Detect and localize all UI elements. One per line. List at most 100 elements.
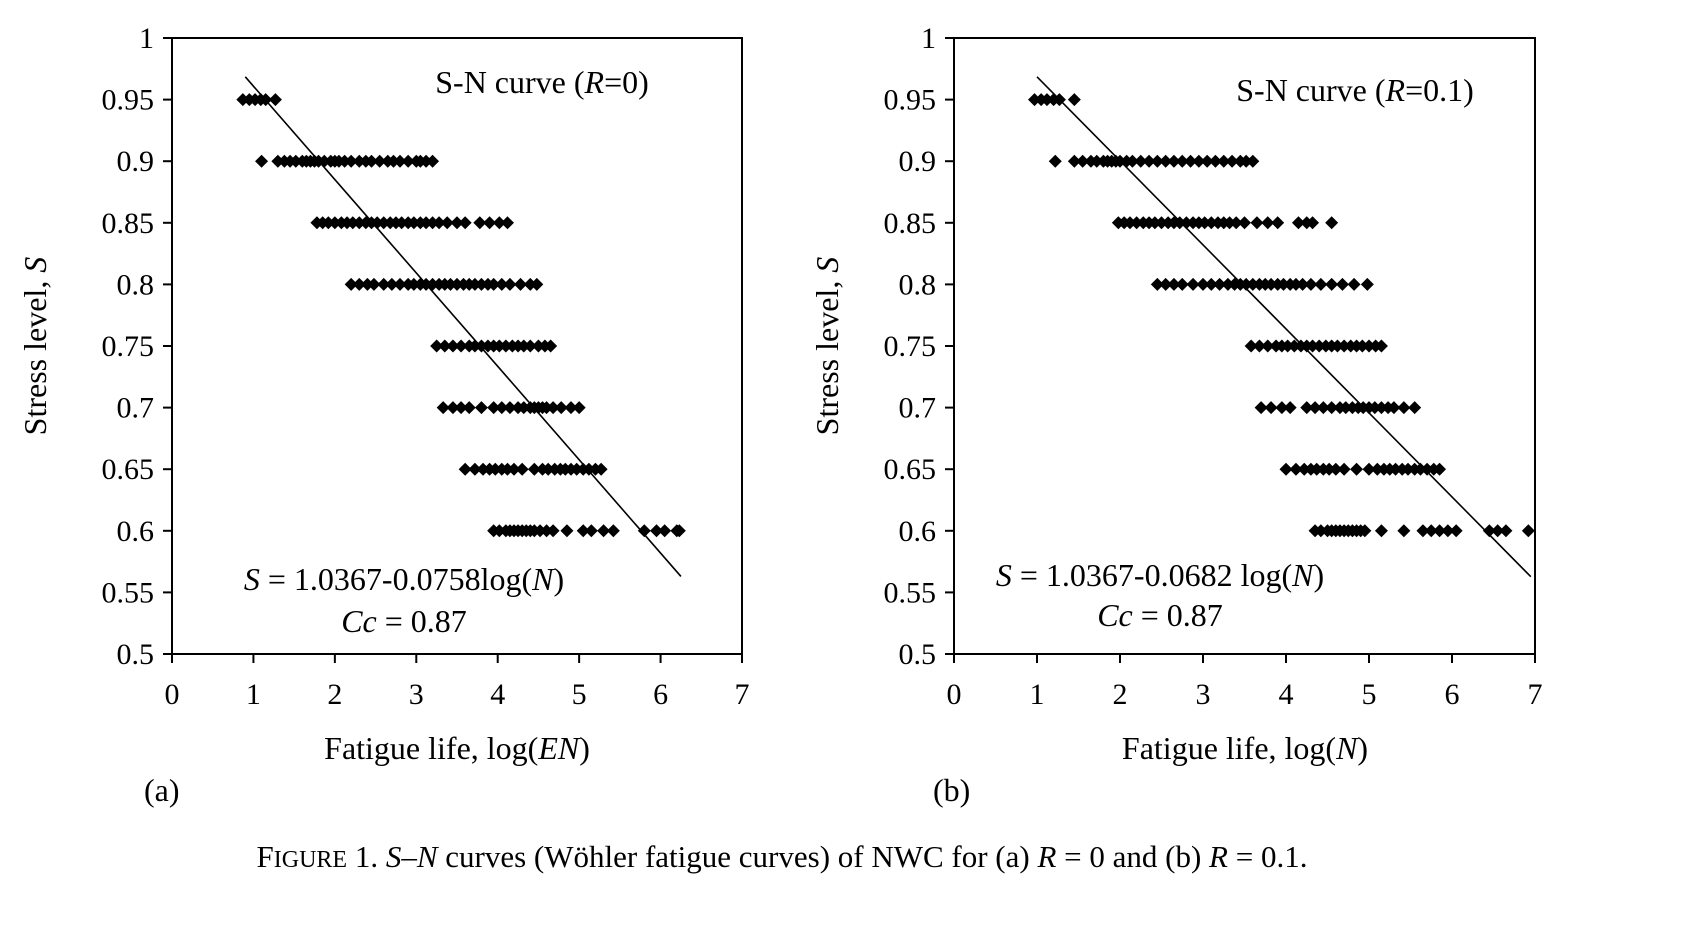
x-ticks: 0 1 2 3 4 5 6 7 — [947, 654, 1543, 711]
y-axis-label: Stress level, S — [17, 257, 53, 436]
data-point — [407, 216, 421, 230]
data-point — [1283, 401, 1297, 415]
chart-title: S-N curve (R=0) — [435, 64, 649, 100]
data-point — [1316, 401, 1330, 415]
data-point — [1401, 462, 1415, 476]
data-point — [1413, 462, 1427, 476]
data-point — [268, 93, 282, 107]
data-point — [1217, 154, 1231, 168]
data-point — [1397, 401, 1411, 415]
x-tick-label: 5 — [1362, 678, 1377, 711]
data-point — [1329, 462, 1343, 476]
x-axis-label: Fatigue life, log(EN) — [324, 730, 590, 766]
y-tick-label: 1 — [921, 22, 936, 55]
y-tick-label: 0.85 — [884, 207, 937, 240]
data-point — [1441, 524, 1455, 538]
data-point — [1159, 154, 1173, 168]
data-point — [1238, 216, 1251, 230]
data-point — [446, 339, 460, 353]
data-point — [658, 524, 672, 538]
data-point — [540, 401, 554, 415]
data-point — [1252, 339, 1266, 353]
data-point — [385, 277, 399, 291]
data-point — [476, 462, 490, 476]
data-point — [426, 154, 440, 168]
data-point — [492, 216, 506, 230]
data-point — [458, 216, 472, 230]
data-point — [352, 154, 366, 168]
data-point — [1337, 339, 1351, 353]
data-point — [393, 277, 407, 291]
data-point — [1067, 154, 1081, 168]
data-point — [454, 339, 468, 353]
data-point — [1179, 216, 1193, 230]
data-point — [487, 277, 501, 291]
y-tick-label: 0.5 — [117, 638, 155, 671]
data-point — [1192, 154, 1206, 168]
data-point — [1275, 401, 1289, 415]
y-tick-label: 0.55 — [102, 576, 155, 609]
x-tick-label: 2 — [1113, 678, 1128, 711]
data-point — [373, 154, 387, 168]
y-tick-label: 0.7 — [117, 392, 155, 425]
regression-line — [244, 76, 682, 577]
y-tick-label: 0.9 — [899, 145, 937, 178]
data-point — [584, 524, 598, 538]
data-point — [1281, 339, 1295, 353]
x-tick-label: 6 — [653, 678, 668, 711]
data-point — [1264, 401, 1278, 415]
data-point — [401, 154, 415, 168]
data-point — [1312, 339, 1326, 353]
data-point — [1028, 93, 1042, 107]
data-point — [386, 154, 400, 168]
data-point — [1150, 277, 1164, 291]
data-point — [328, 216, 342, 230]
x-tick-label: 3 — [1196, 678, 1211, 711]
data-point — [1291, 216, 1305, 230]
y-tick-label: 0.8 — [899, 268, 937, 301]
data-point — [576, 524, 590, 538]
data-point — [436, 401, 450, 415]
data-point — [1223, 216, 1237, 230]
data-point — [495, 401, 509, 415]
data-point — [377, 216, 391, 230]
data-point — [483, 216, 497, 230]
data-point — [1397, 524, 1411, 538]
data-point — [1374, 339, 1388, 353]
x-axis-label: Fatigue life, log(N) — [1122, 730, 1368, 766]
regression-equation: S = 1.0367-0.0682 log(N) — [996, 557, 1324, 593]
data-point — [582, 462, 596, 476]
y-tick-label: 0.95 — [884, 84, 937, 117]
x-tick-label: 1 — [1030, 678, 1045, 711]
data-point — [1322, 462, 1336, 476]
data-point — [514, 277, 528, 291]
data-point — [517, 339, 531, 353]
data-point — [1289, 462, 1303, 476]
data-point — [1337, 462, 1351, 476]
y-tick-label: 0.8 — [117, 268, 155, 301]
data-point — [440, 216, 454, 230]
data-point — [500, 462, 514, 476]
data-point — [1239, 154, 1253, 168]
y-tick-label: 0.65 — [884, 453, 937, 486]
data-point — [1287, 339, 1301, 353]
data-point — [1370, 462, 1384, 476]
data-point — [1277, 277, 1291, 291]
data-point — [1300, 401, 1314, 415]
data-point — [446, 401, 460, 415]
data-point — [554, 401, 568, 415]
data-point — [637, 524, 651, 538]
data-point — [1254, 401, 1268, 415]
data-point — [597, 524, 611, 538]
data-point — [1387, 401, 1401, 415]
data-point — [1229, 216, 1243, 230]
panel-label: (a) — [144, 772, 180, 808]
data-point — [1175, 154, 1189, 168]
data-point — [1150, 154, 1164, 168]
data-point — [255, 154, 269, 168]
data-point — [370, 216, 384, 230]
data-point — [492, 339, 506, 353]
correlation-coefficient: Cc = 0.87 — [341, 603, 467, 639]
figure-caption: FIGURE 1. S–N curves (Wöhler fatigue cur… — [257, 839, 1308, 874]
x-tick-label: 5 — [572, 678, 587, 711]
